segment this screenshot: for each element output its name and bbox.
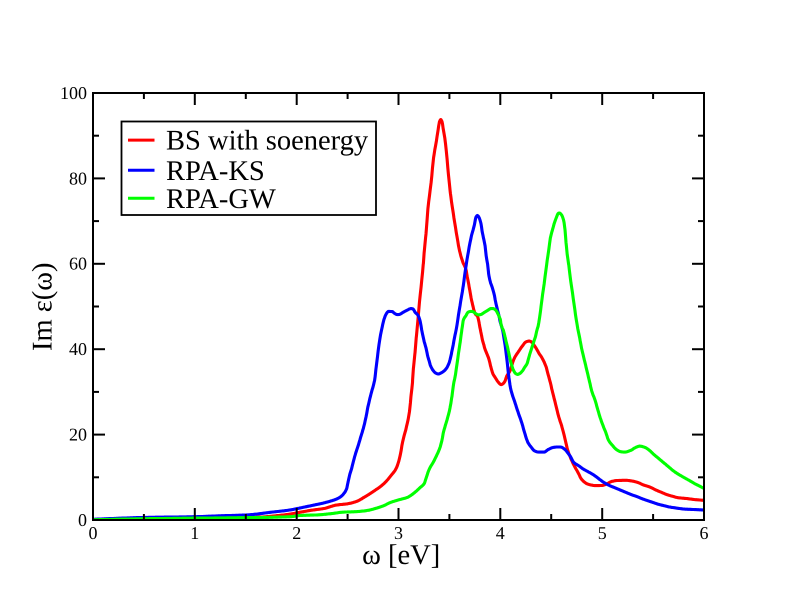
svg-text:4: 4 [496,523,505,543]
svg-text:3: 3 [394,523,403,543]
svg-text:0: 0 [78,510,87,530]
svg-text:80: 80 [69,168,87,188]
svg-text:RPA-KS: RPA-KS [166,156,265,187]
svg-text:1: 1 [190,523,199,543]
svg-text:0: 0 [89,523,98,543]
svg-text:2: 2 [292,523,301,543]
svg-text:ω [eV]: ω [eV] [362,540,440,571]
svg-text:20: 20 [69,425,87,445]
svg-text:40: 40 [69,339,87,359]
svg-text:6: 6 [700,523,709,543]
svg-text:100: 100 [60,83,87,103]
svg-text:5: 5 [598,523,607,543]
svg-text:RPA-GW: RPA-GW [166,184,276,215]
svg-text:Im ε(ω): Im ε(ω) [27,263,58,352]
svg-text:BS with soenergy: BS with soenergy [166,126,369,157]
svg-text:60: 60 [69,254,87,274]
